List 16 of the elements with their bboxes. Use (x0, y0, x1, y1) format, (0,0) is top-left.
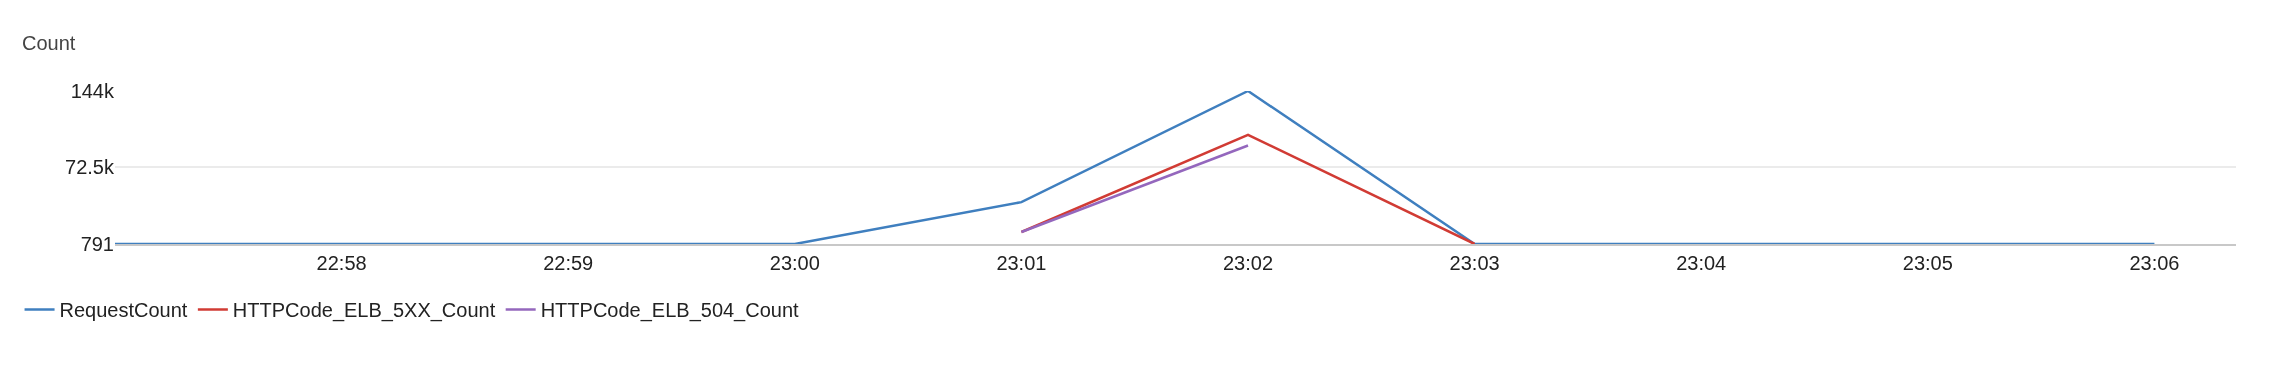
x-tick-label: 23:03 (1449, 252, 1500, 274)
x-tick-label: 22:59 (543, 252, 594, 274)
y-tick-label: 144k (70, 80, 115, 102)
x-tick-label: 23:02 (1222, 252, 1274, 274)
x-tick-label: 22:58 (316, 252, 367, 274)
x-tick-label: 23:05 (1902, 252, 1953, 274)
x-tick-label: 23:04 (1676, 252, 1727, 274)
legend-label: HTTPCode_ELB_5XX_Count (232, 299, 496, 323)
x-tick-label: 23:06 (2129, 252, 2180, 274)
y-tick-label: 791 (80, 233, 114, 255)
legend-label: RequestCount (59, 299, 188, 322)
x-tick-label: 23:01 (996, 252, 1047, 274)
y-tick-label: 72.5k (65, 156, 115, 179)
y-axis-title: Count (22, 32, 76, 54)
legend-label: HTTPCode_ELB_504_Count (540, 299, 800, 323)
x-tick-label: 23:00 (769, 252, 820, 274)
